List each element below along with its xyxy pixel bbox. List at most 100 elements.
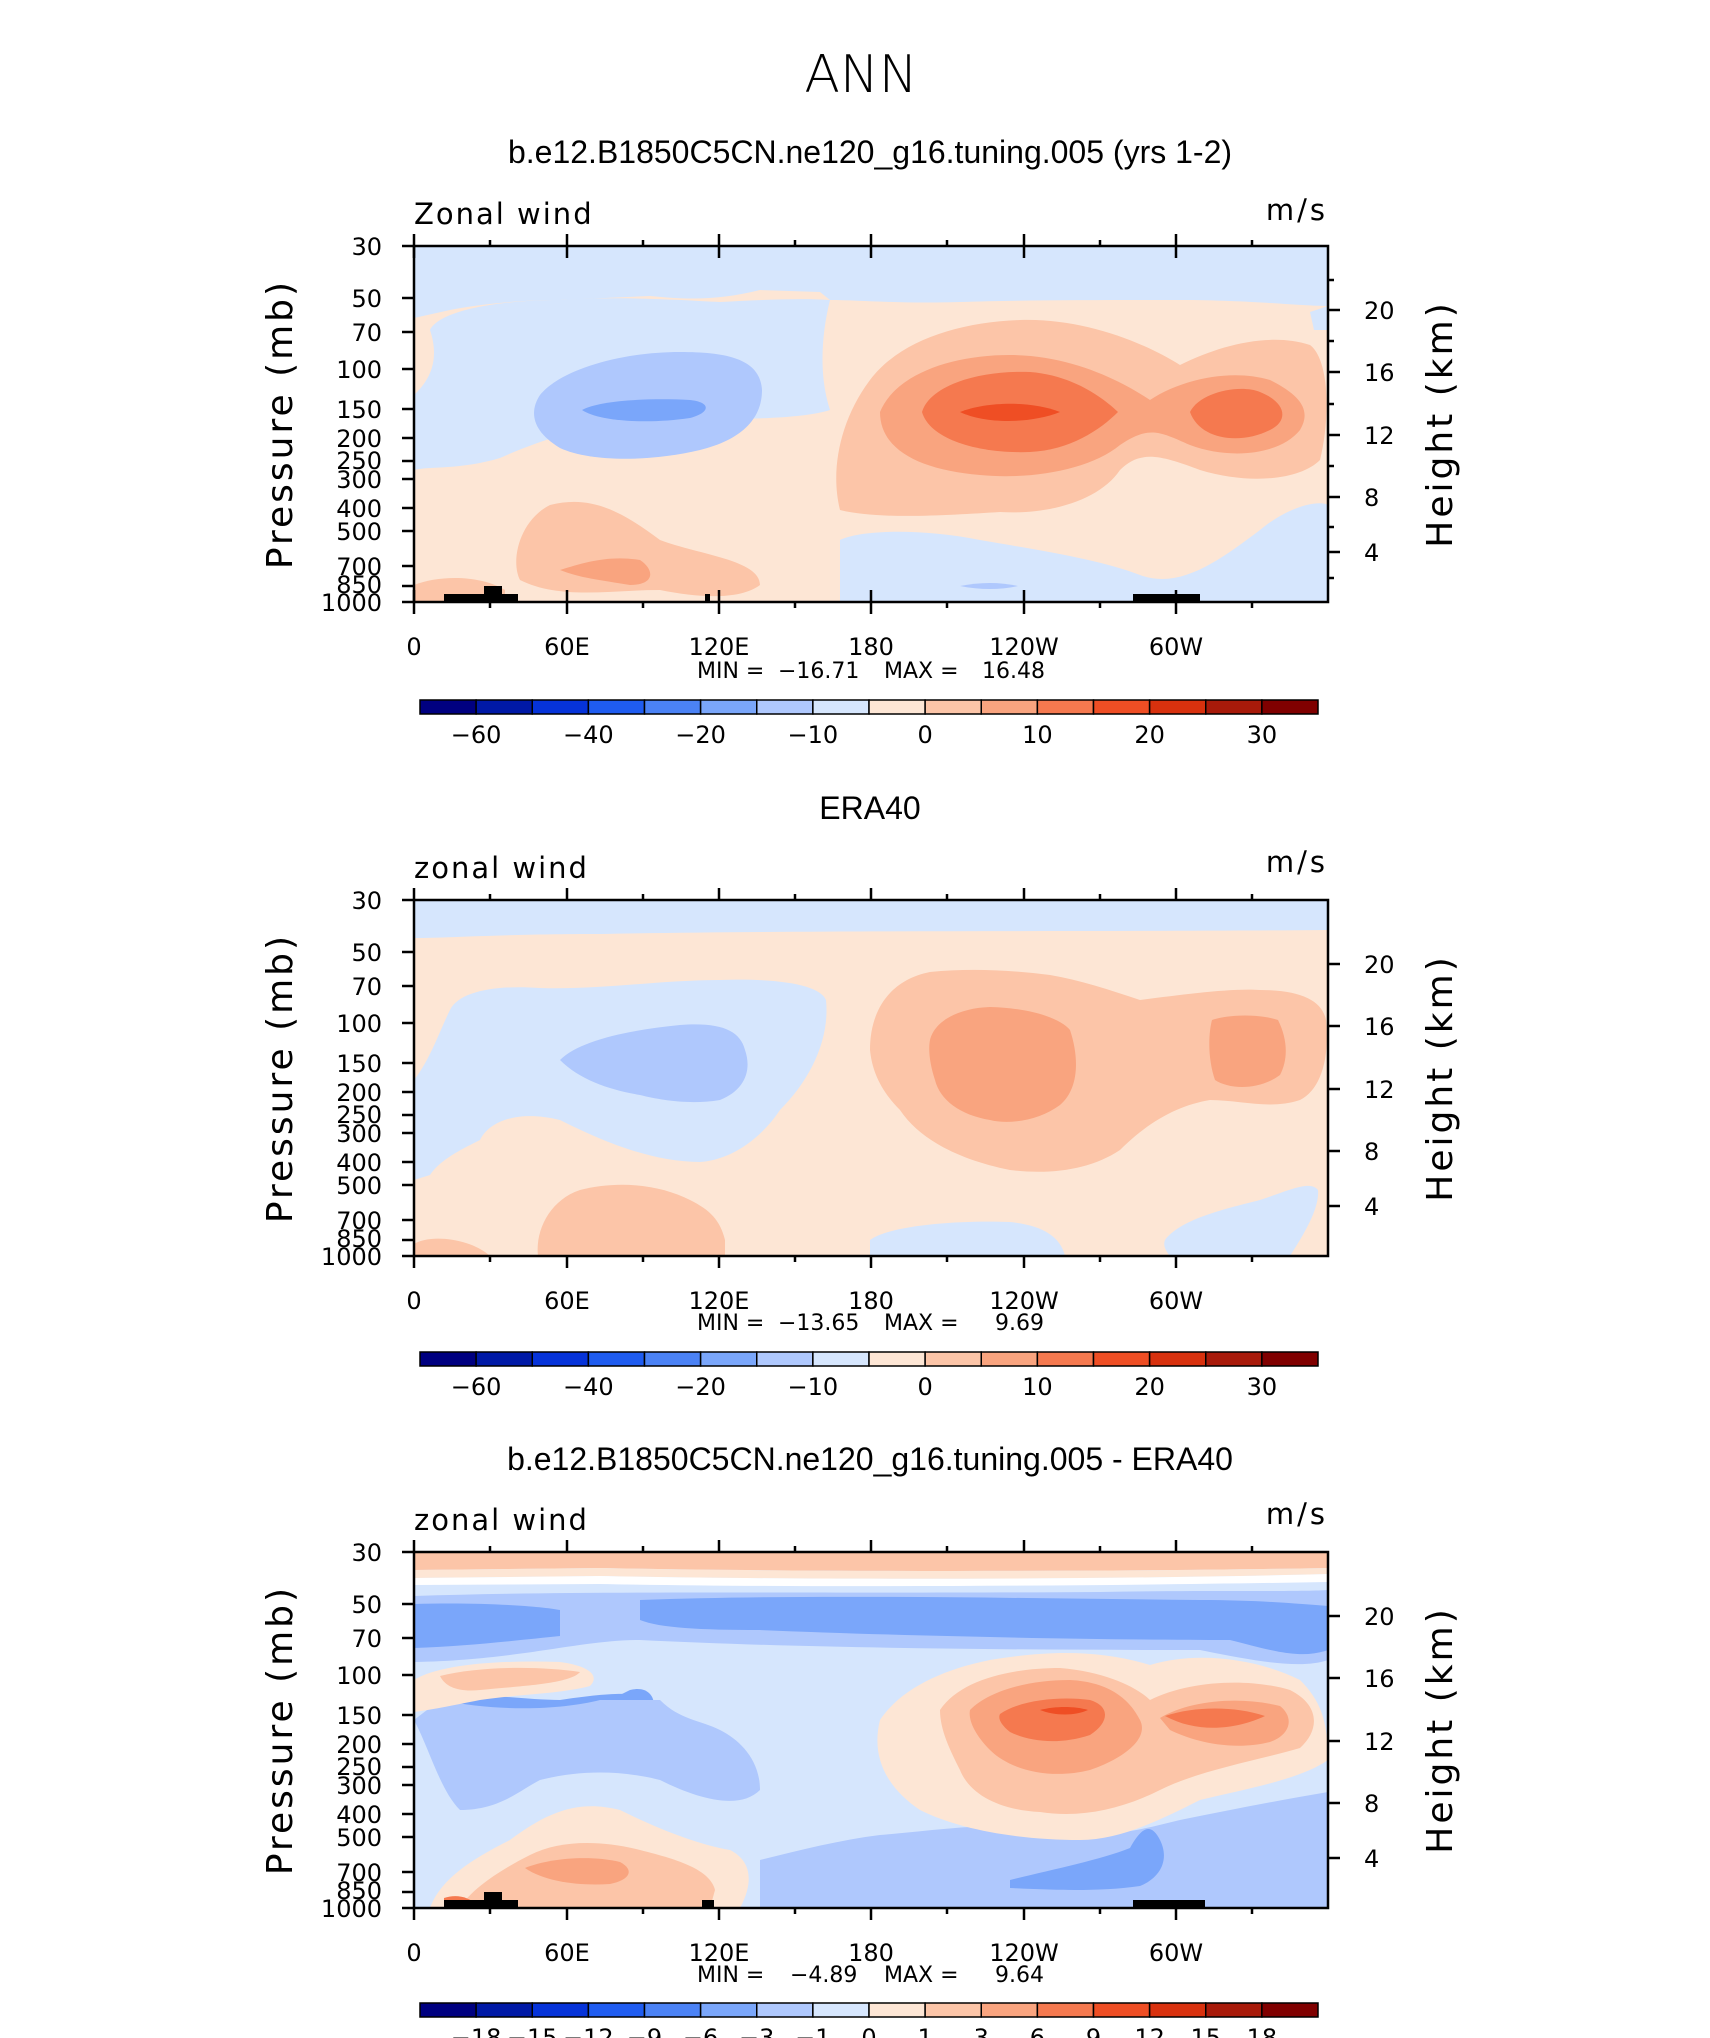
panel-1-colorbar-label: −10 [788,721,839,749]
panel-3-max-label: MAX = [884,1963,959,1988]
panel-2-max-label: MAX = [884,1311,959,1336]
panel-1-ytick-500: 500 [336,518,382,546]
panel-2-colorbar-box [699,1351,758,1367]
panel-2-ytick-200: 200 [336,1079,382,1107]
panel-3-ytick-250: 250 [336,1753,382,1781]
panel-3-xtick-180: 180 [848,1939,894,1967]
panel-3-colorbar-label: −1 [795,2024,830,2038]
panel-1-x-tick-labels: 0 60E 120E 180 120W 60W [406,633,1203,661]
panel-1-easterly-max [582,399,706,422]
panel-1-right-edge-blue [1310,306,1328,330]
panel-1-colorbar-box [868,699,926,715]
panel-2-y2-tick-labels: 20 16 12 8 4 [1364,951,1395,1221]
panel-1-ytick-850: 850 [336,571,382,599]
panel-3-ytick-850: 850 [336,1877,382,1905]
panel-1-colorbar-box [587,699,646,715]
panel-1-colorbar-label: −40 [563,721,614,749]
panel-2-colorbar-label: 30 [1247,1373,1278,1401]
panel-3-xtick-60W: 60W [1149,1939,1203,1967]
panel-2-ytick-30: 30 [351,887,382,915]
panel-2-y-ticks [402,898,1340,1258]
panel-2-colorbar: −60 −40 −20 −10 0 10 20 30 [419,1351,1319,1401]
panel-1-ytick-200: 200 [336,425,382,453]
panel-1-ytick-30: 30 [351,233,382,261]
panel-2-colorbar-box [868,1351,926,1367]
panel-1-colorbar-box [1205,699,1263,715]
panel-2-colorbar-box [475,1351,533,1367]
panel-3-x-ticks [412,1540,1254,1920]
panel-2-colorbar-box [1148,1351,1207,1367]
panel-3-x-tick-labels: 0 60E 120E 180 120W 60W [406,1939,1203,1967]
panel-3-xtick-60E: 60E [544,1939,590,1967]
panel-2-y2tick-20: 20 [1364,951,1395,979]
panel-3-colorbar-label: 1 [917,2024,932,2038]
panel-1-variable-label: Zonal wind [414,197,594,231]
panel-3-xtick-120W: 120W [989,1939,1059,1967]
panel-2-xtick-60E: 60E [544,1287,590,1315]
panel-3-colorbar-box [699,2002,758,2018]
panel-3-top-white [414,1574,1328,1587]
panel-2-colorbar-label: −20 [675,1373,726,1401]
panel-2-lower-easterly-east [1164,1185,1319,1256]
panel-1-xtick-120W: 120W [989,633,1059,661]
panel-3-ytick-300: 300 [336,1772,382,1800]
panel-3-ytick-1000: 1000 [321,1895,382,1923]
panel-2-y2tick-4: 4 [1364,1193,1379,1221]
panel-3-ytick-200: 200 [336,1731,382,1759]
panel-2-colorbar-box [643,1351,702,1367]
panel-1-colorbar-box [643,699,702,715]
panel-3-plot-area [412,1550,1330,1910]
panel-1-xtick-180: 180 [848,633,894,661]
panel-1-colorbar-box [531,699,590,715]
panel-2-plot-area [412,898,1330,1258]
panel-1-colorbar-label: 30 [1247,721,1278,749]
panel-2-easterly-core [560,1024,748,1103]
panel-1-jet-core [960,403,1060,421]
panel-2-colorbar-label: 0 [917,1373,932,1401]
panel-2-colorbar-box [587,1351,646,1367]
panel-2-minmax: MIN = −13.65 MAX = 9.69 [697,1311,1044,1336]
panel-3-colorbar-box [1036,2002,1095,2018]
panel-3-y2tick-12: 12 [1364,1728,1395,1756]
panel-3-colorbar-box [587,2002,646,2018]
panel-1-y2tick-12: 12 [1364,422,1395,450]
panel-3-ytick-700: 700 [336,1859,382,1887]
panel-3-jet-max [1040,1707,1088,1715]
panel-3-colorbar-label: 6 [1030,2024,1045,2038]
panel-2-colorbar-label: 10 [1022,1373,1053,1401]
panel-2-ytick-700: 700 [336,1207,382,1235]
panel-2-y2tick-16: 16 [1364,1013,1395,1041]
panel-2-colorbar-box [419,1351,477,1367]
panel-2-xtick-60W: 60W [1149,1287,1203,1315]
panel-2-ytick-850: 850 [336,1225,382,1253]
panel-1-min-value: −16.71 [778,659,859,684]
panel-3-colorbar-box [812,2002,870,2018]
panel-1-colorbar-label: 10 [1022,721,1053,749]
panel-2-min-label: MIN = [697,1311,764,1336]
panel-3-mid-negative-3 [414,1700,760,1810]
panel-3-colorbar-box [924,2002,982,2018]
panel-3-min-value: −4.89 [790,1963,857,1988]
panel-1-jet-inner-west [1190,388,1283,439]
panel-3-colorbar-box [643,2002,702,2018]
panel-2-colorbar-box [756,1351,814,1367]
panel-1-colorbar-label: −20 [675,721,726,749]
panel-3-ytick-500: 500 [336,1824,382,1852]
panel-3-xtick-120E: 120E [689,1939,750,1967]
panel-1-colorbar-box [756,699,814,715]
panel-2-y2label: Height (km) [1420,954,1461,1201]
panel-2-stratosphere-easterly [414,900,1328,938]
panel-2-low-westerly [537,1184,725,1256]
panel-3-colorbar: −18 −15 −12 −9 −6 −3 −1 0 1 3 6 9 12 15 18 [419,2002,1319,2038]
panel-3-y2-tick-labels: 20 16 12 8 4 [1364,1603,1395,1873]
panel-1-low-westerly-core [560,558,651,585]
panel-3-y2label: Height (km) [1420,1606,1461,1853]
panel-2-axes: 0 60E 120E 180 120W 60W 30 50 70 100 150… [260,845,1461,1336]
panel-2-ytick-70: 70 [351,973,382,1001]
panel-1-xtick-0: 0 [406,633,421,661]
panel-1-colorbar-label: 0 [917,721,932,749]
panel-3-xtick-0: 0 [406,1939,421,1967]
panel-2-variable-label: zonal wind [414,851,589,885]
panel-1-colorbar-box [1148,699,1207,715]
panel-1-xtick-60W: 60W [1149,633,1203,661]
